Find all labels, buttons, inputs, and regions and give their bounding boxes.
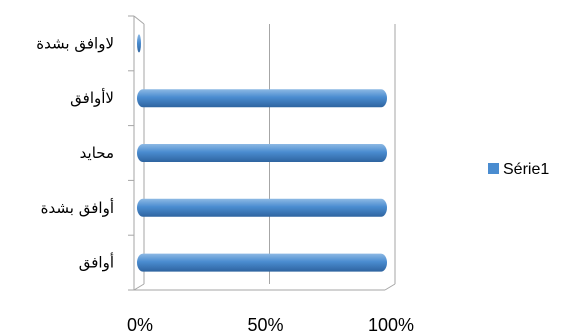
category-label-2: محايد xyxy=(80,144,114,162)
category-label-1: أوافق بشدة xyxy=(41,198,114,217)
grid-layer xyxy=(128,15,396,291)
bar-2 xyxy=(137,144,387,162)
legend: Série1 xyxy=(488,161,549,178)
category-label-4: لاوافق بشدة xyxy=(36,34,114,52)
bar-1 xyxy=(137,198,387,217)
x-tick-label-1: 50% xyxy=(247,315,283,335)
bar-layer xyxy=(137,34,387,272)
category-labels: أوافق أوافق بشدة محايد لاأوافق لاوافق بشدة xyxy=(36,34,114,271)
bar-3 xyxy=(137,89,387,108)
category-label-0: أوافق xyxy=(79,253,114,272)
floor-right-depth xyxy=(384,283,396,291)
legend-label: Série1 xyxy=(503,161,549,178)
x-tick-label-0: 0% xyxy=(127,315,153,335)
category-label-3: لاأوافق xyxy=(70,88,114,107)
y-axis-top-depth xyxy=(133,15,145,25)
x-tick-labels: 0% 50% 100% xyxy=(127,315,414,335)
floor-left-depth xyxy=(133,283,145,291)
legend-swatch xyxy=(488,163,499,174)
bar-4 xyxy=(137,34,141,53)
x-tick-label-2: 100% xyxy=(368,315,414,335)
bar-0 xyxy=(137,253,387,272)
